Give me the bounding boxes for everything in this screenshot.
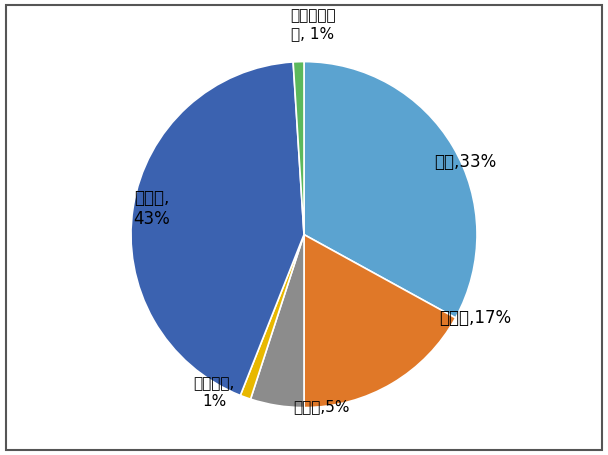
Wedge shape (293, 61, 304, 235)
Text: 竹林・その
他, 1%: 竹林・その 他, 1% (290, 9, 336, 41)
Wedge shape (250, 235, 304, 408)
Text: 広葉樹,
43%: 広葉樹, 43% (133, 189, 170, 228)
Text: ヒノキ,17%: ヒノキ,17% (439, 308, 511, 327)
Wedge shape (304, 61, 477, 318)
Text: スギ,33%: スギ,33% (434, 153, 496, 171)
Wedge shape (131, 62, 304, 395)
Text: マツ類,5%: マツ類,5% (293, 399, 350, 414)
Wedge shape (304, 235, 455, 408)
Text: その他針,
1%: その他針, 1% (193, 376, 235, 409)
Wedge shape (240, 235, 304, 399)
